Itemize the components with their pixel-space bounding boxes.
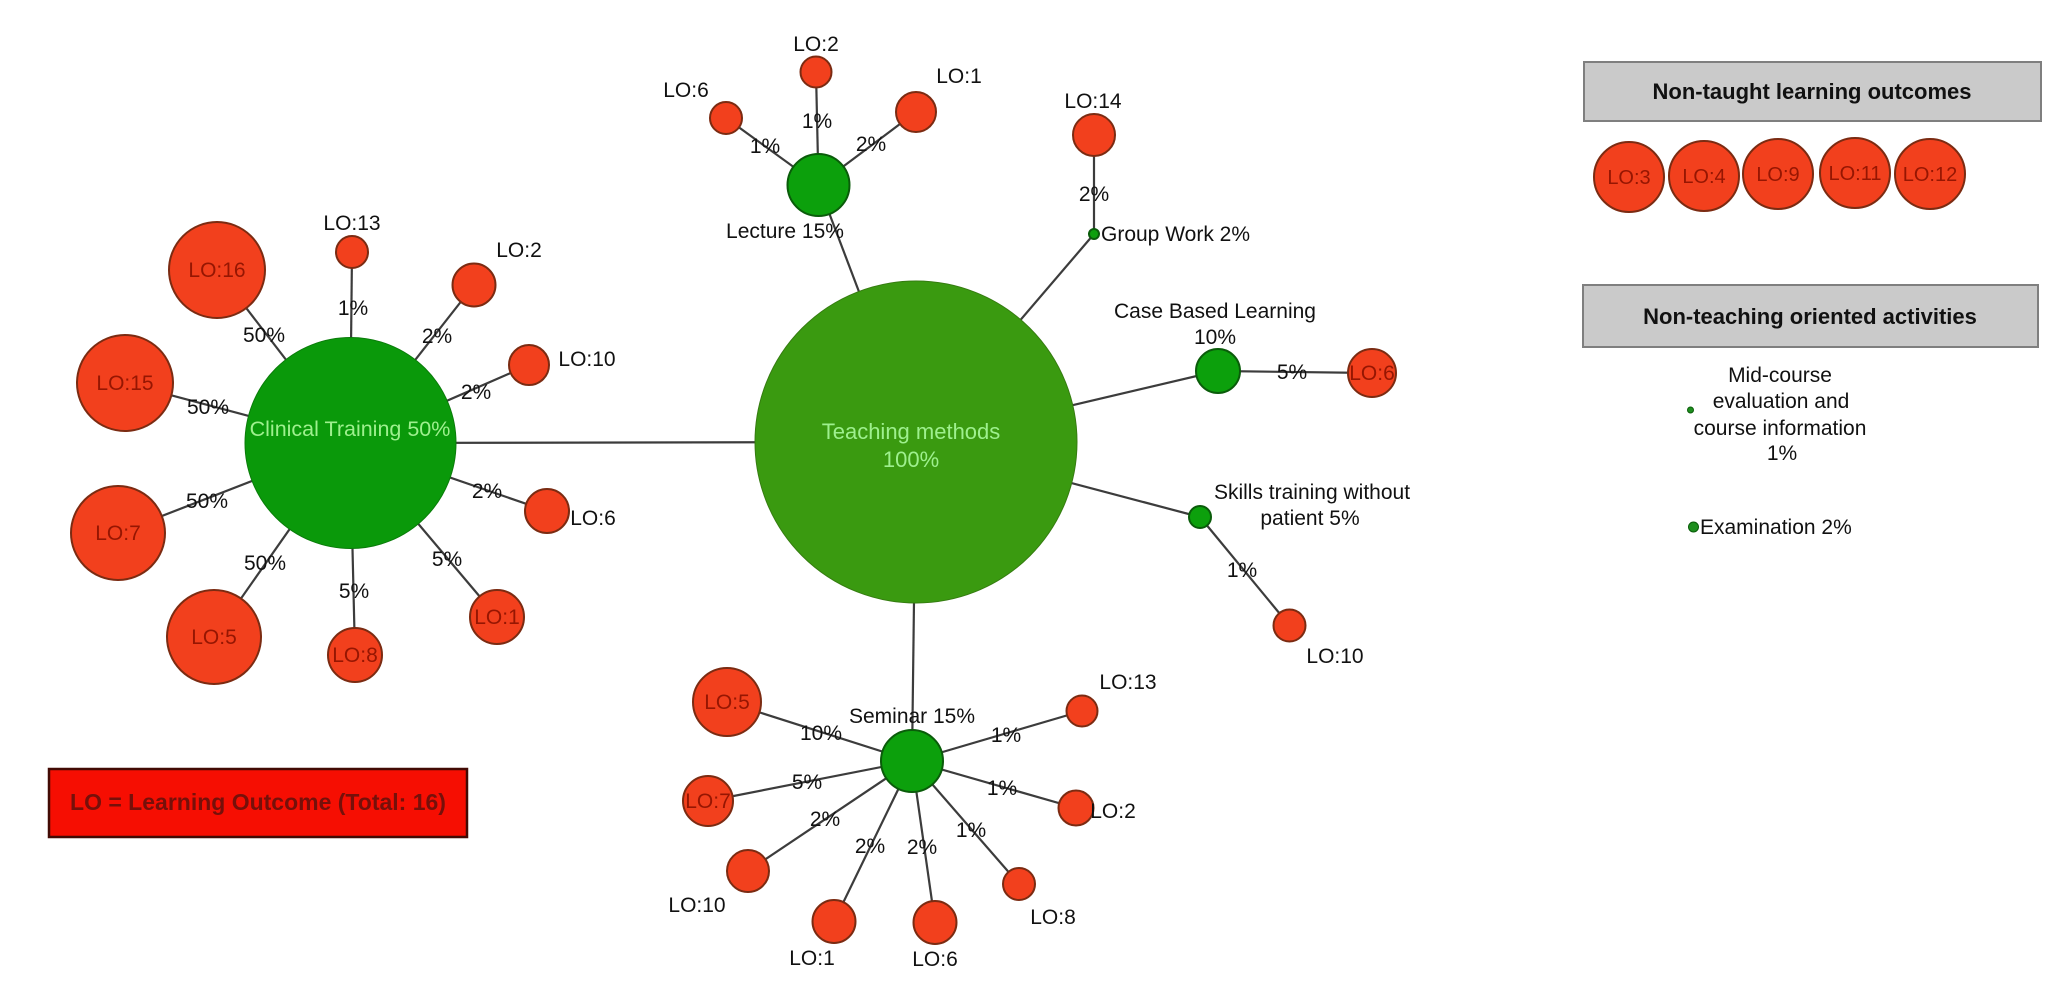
svg-text:1%: 1% bbox=[1767, 442, 1797, 465]
svg-text:Clinical Training 50%: Clinical Training 50% bbox=[250, 417, 451, 441]
svg-text:LO:5: LO:5 bbox=[704, 691, 750, 714]
svg-text:2%: 2% bbox=[422, 325, 452, 348]
svg-text:1%: 1% bbox=[1227, 559, 1257, 582]
svg-text:1%: 1% bbox=[991, 724, 1021, 747]
svg-text:LO:6: LO:6 bbox=[663, 79, 709, 102]
svg-text:LO:12: LO:12 bbox=[1903, 164, 1957, 186]
svg-text:1%: 1% bbox=[338, 297, 368, 320]
svg-text:100%: 100% bbox=[883, 447, 939, 472]
svg-text:10%: 10% bbox=[800, 722, 842, 745]
svg-text:Teaching methods: Teaching methods bbox=[822, 419, 1001, 444]
svg-text:LO:3: LO:3 bbox=[1607, 167, 1650, 189]
svg-text:LO:16: LO:16 bbox=[188, 259, 245, 282]
svg-text:LO:8: LO:8 bbox=[1030, 906, 1076, 929]
svg-text:LO:10: LO:10 bbox=[1306, 645, 1363, 668]
svg-text:2%: 2% bbox=[461, 381, 491, 404]
svg-text:2%: 2% bbox=[907, 836, 937, 859]
svg-text:LO:7: LO:7 bbox=[685, 790, 731, 813]
svg-text:Seminar 15%: Seminar 15% bbox=[849, 705, 975, 728]
svg-text:Examination 2%: Examination 2% bbox=[1700, 516, 1852, 539]
svg-text:1%: 1% bbox=[987, 777, 1017, 800]
svg-text:LO:5: LO:5 bbox=[191, 626, 237, 649]
svg-text:LO:2: LO:2 bbox=[496, 239, 542, 262]
svg-text:LO:6: LO:6 bbox=[570, 507, 616, 530]
svg-text:1%: 1% bbox=[802, 110, 832, 133]
svg-text:10%: 10% bbox=[1194, 326, 1236, 349]
svg-text:LO:8: LO:8 bbox=[332, 644, 378, 667]
svg-text:1%: 1% bbox=[956, 819, 986, 842]
svg-text:2%: 2% bbox=[810, 808, 840, 831]
svg-text:Non-taught learning outcomes: Non-taught learning outcomes bbox=[1653, 79, 1972, 104]
svg-text:5%: 5% bbox=[792, 771, 822, 794]
svg-text:50%: 50% bbox=[244, 552, 286, 575]
svg-text:LO:10: LO:10 bbox=[668, 894, 725, 917]
svg-text:50%: 50% bbox=[186, 490, 228, 513]
svg-text:LO = Learning Outcome (Total:: LO = Learning Outcome (Total: 16) bbox=[70, 789, 446, 815]
svg-text:Lecture 15%: Lecture 15% bbox=[726, 220, 844, 243]
svg-text:LO:13: LO:13 bbox=[1099, 671, 1156, 694]
svg-text:LO:14: LO:14 bbox=[1064, 90, 1122, 113]
svg-text:patient 5%: patient 5% bbox=[1260, 507, 1359, 530]
svg-text:evaluation and: evaluation and bbox=[1713, 390, 1850, 413]
svg-text:Non-teaching oriented activiti: Non-teaching oriented activities bbox=[1643, 304, 1977, 329]
svg-text:2%: 2% bbox=[855, 835, 885, 858]
svg-text:Case Based Learning: Case Based Learning bbox=[1114, 300, 1316, 323]
svg-text:LO:7: LO:7 bbox=[95, 522, 141, 545]
svg-text:LO:11: LO:11 bbox=[1829, 163, 1882, 185]
svg-text:LO:15: LO:15 bbox=[96, 372, 153, 395]
svg-text:Mid-course: Mid-course bbox=[1728, 364, 1832, 387]
svg-text:2%: 2% bbox=[1079, 183, 1109, 206]
svg-text:LO:2: LO:2 bbox=[793, 33, 839, 56]
svg-text:LO:4: LO:4 bbox=[1682, 166, 1725, 188]
svg-text:course information: course information bbox=[1694, 417, 1867, 440]
svg-text:LO:13: LO:13 bbox=[323, 212, 380, 235]
svg-text:LO:6: LO:6 bbox=[1349, 362, 1395, 385]
svg-text:Skills training without: Skills training without bbox=[1214, 481, 1410, 504]
svg-text:1%: 1% bbox=[750, 135, 780, 158]
svg-text:LO:1: LO:1 bbox=[789, 947, 835, 970]
svg-text:LO:9: LO:9 bbox=[1756, 164, 1799, 186]
svg-text:2%: 2% bbox=[472, 480, 502, 503]
svg-text:LO:10: LO:10 bbox=[558, 348, 615, 371]
svg-text:2%: 2% bbox=[856, 133, 886, 156]
svg-text:LO:2: LO:2 bbox=[1090, 800, 1136, 823]
svg-text:50%: 50% bbox=[243, 324, 285, 347]
svg-text:LO:1: LO:1 bbox=[936, 65, 982, 88]
svg-text:50%: 50% bbox=[187, 396, 229, 419]
svg-text:Group Work 2%: Group Work 2% bbox=[1101, 223, 1250, 246]
svg-text:5%: 5% bbox=[1277, 361, 1307, 384]
svg-text:5%: 5% bbox=[339, 580, 369, 603]
svg-text:LO:6: LO:6 bbox=[912, 948, 958, 971]
svg-text:LO:1: LO:1 bbox=[474, 606, 520, 629]
svg-text:5%: 5% bbox=[432, 548, 462, 571]
